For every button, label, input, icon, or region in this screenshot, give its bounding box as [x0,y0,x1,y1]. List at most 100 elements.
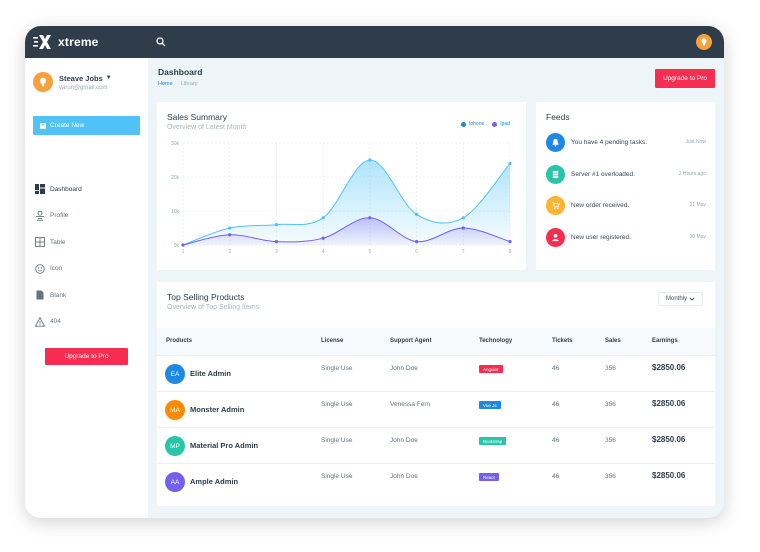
feed-item[interactable]: You have 4 pending tasks. Just Now [546,132,706,152]
sidebar-item-icon[interactable]: Icon [35,256,82,283]
search-icon[interactable] [155,36,167,48]
lightbulb-icon [701,38,707,46]
feed-time: 30 May [689,234,706,240]
user-profile[interactable]: Steave Jobs ▼ varun@gmail.com [33,72,112,92]
sales-summary-subtitle: Overview of Latest Month [167,124,247,131]
table-row[interactable]: EA Elite Admin Single Use John Doe Angul… [157,355,715,391]
data-point [228,226,232,230]
product-name: Elite Admin [190,369,231,378]
data-point [508,161,512,165]
dashboard-icon [35,184,45,195]
feed-item[interactable]: New user registered. 30 May [546,227,706,247]
sidebar-item-404[interactable]: 404 [35,309,82,336]
period-select-value: Monthly [665,296,687,302]
y-tick-label: 30k [171,141,180,147]
sales: 356 [605,437,616,444]
sidebar-item-label: 404 [50,318,61,326]
x-tick-label: 3 [275,249,278,255]
support-agent: John Doe [390,365,418,372]
data-point [414,212,419,216]
legend-item-ipad[interactable]: Ipad [492,121,510,127]
column-header: Support Agent [390,338,432,344]
table-row[interactable]: MA Monster Admin Single Use Venessa Fern… [157,391,715,427]
data-point [508,240,512,244]
table-row[interactable]: AA Ample Admin Single Use John Doe React… [157,463,715,499]
earnings: $2850.06 [652,363,686,372]
column-header: Technology [479,338,513,344]
sidebar-item-label: Table [50,238,66,246]
license: Single Use [321,365,353,372]
y-tick-label: 10k [171,209,180,215]
column-header: Products [166,338,193,344]
table-row[interactable]: MP Material Pro Admin Single Use John Do… [157,427,715,463]
sales: 356 [605,401,616,408]
sidebar-item-blank[interactable]: Blank [35,282,82,309]
legend-dot [460,121,466,127]
sidebar-item-table[interactable]: Table [35,229,82,256]
series-area-ipad [183,217,510,245]
feed-text: New user registered. [571,233,631,241]
cart-icon [546,195,565,215]
technology-badge: Bootstrap [479,437,507,445]
data-point [228,233,232,237]
avatar: EA [165,364,185,384]
create-new-button[interactable]: + Create New [33,116,140,135]
y-tick-label: 0k [174,243,180,249]
page-title: Dashboard [158,67,203,77]
x-tick-label: 8 [509,249,512,255]
bell-icon [546,132,565,152]
sidebar-item-profile[interactable]: Profile [35,203,82,230]
breadcrumb-home[interactable]: Home [158,81,173,87]
lightbulb-icon [39,77,47,87]
license: Single Use [321,437,353,444]
feed-text: You have 4 pending tasks. [571,138,648,146]
support-agent: Venessa Fern [390,401,431,408]
sidebar-item-dashboard[interactable]: Dashboard [35,176,82,203]
y-tick-label: 20k [171,175,180,181]
sidebar-upgrade-button[interactable]: Upgrade to Pro [45,348,128,365]
legend-label: Ipad [500,121,510,127]
chart-legend: Iphone Ipad [453,121,510,127]
sales: 356 [605,473,616,480]
top-bar: xtreme [25,26,724,58]
data-point [414,240,419,244]
chevron-down-icon[interactable]: ▼ [105,75,112,81]
data-point [321,216,325,220]
feed-text: New order received. [571,201,630,209]
avatar [33,72,53,92]
earnings: $2850.06 [652,399,686,408]
server-icon [546,164,565,184]
brand[interactable]: xtreme [25,34,148,50]
data-point [368,216,372,220]
legend-label: Iphone [468,121,485,127]
sales-summary-title: Sales Summary [167,112,227,122]
top-selling-card: Top Selling Products Overview of Top Sel… [157,282,715,506]
data-point [181,243,185,247]
brand-name: xtreme [58,35,99,49]
products-subtitle: Overview of Top Selling Items [167,304,260,311]
sidebar-item-label: Profile [50,212,69,220]
header-upgrade-button[interactable]: Upgrade to Pro [655,69,715,88]
support-agent: John Doe [390,473,418,480]
feed-time: 31 May [689,202,706,208]
feed-item[interactable]: New order received. 31 May [546,195,706,215]
header-avatar[interactable] [696,34,712,50]
legend-item-iphone[interactable]: Iphone [460,121,485,127]
license: Single Use [321,473,353,480]
sidebar-item-label: Icon [50,265,63,273]
plus-icon: + [40,122,46,129]
series-line-iphone [182,159,511,246]
column-header: Sales [605,338,621,344]
data-point [461,226,465,230]
technology-badge: Vue Js [479,401,501,409]
earnings: $2850.06 [652,435,686,444]
x-tick-label: 2 [228,249,231,255]
sidebar: Steave Jobs ▼ varun@gmail.com + Create N… [25,58,148,518]
legend-dot [492,121,498,127]
sales: 356 [605,365,616,372]
warning-icon [35,316,45,327]
feed-item[interactable]: Server #1 overloaded. 2 Hours ago [546,164,706,184]
tickets: 46 [552,437,560,444]
tickets: 46 [552,365,560,372]
period-select[interactable]: Monthly [658,292,703,306]
